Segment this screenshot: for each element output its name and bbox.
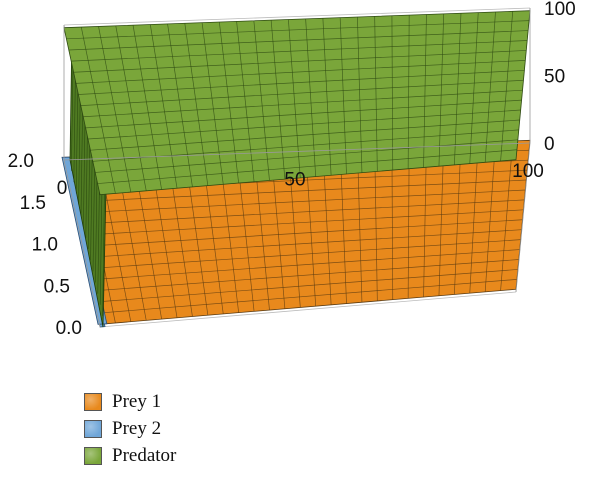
x-tick-label: 100 — [512, 161, 544, 182]
box-edge-back — [63, 7, 531, 26]
box-edge-front — [63, 142, 531, 161]
z-tick-label: 50 — [544, 67, 565, 88]
y-tick-label: 0.5 — [44, 276, 70, 297]
y-tick-label: 1.0 — [32, 235, 58, 256]
legend-item: Prey 2 — [84, 415, 176, 442]
legend-swatch — [84, 419, 102, 438]
legend-label: Predator — [112, 444, 177, 466]
y-tick-label: 2.0 — [8, 151, 34, 172]
y-tick-label: 1.5 — [20, 193, 46, 214]
legend-item: Predator — [84, 442, 176, 469]
legend-label: Prey 1 — [112, 390, 162, 412]
x-tick-label: 0 — [57, 178, 68, 199]
box-edge-back — [99, 291, 517, 328]
surface-predator-wall — [69, 27, 107, 328]
legend-swatch — [84, 392, 102, 411]
tick-labels: 0 50 100 0.0 0.5 1.0 1.5 2.0 0 50 100 — [8, 0, 576, 339]
legend-item: Prey 1 — [84, 388, 176, 415]
legend-swatch — [84, 446, 102, 465]
x-tick-label: 50 — [284, 170, 305, 191]
box-edge-front — [63, 159, 101, 328]
box-edge-front — [515, 142, 531, 293]
surfaces — [61, 10, 531, 328]
z-tick-label: 0 — [544, 134, 555, 155]
z-tick-label: 100 — [544, 0, 576, 20]
legend: Prey 1 Prey 2 Predator — [84, 388, 176, 469]
bounding-box-front — [63, 8, 531, 328]
legend-label: Prey 2 — [112, 417, 162, 439]
y-tick-label: 0.0 — [56, 318, 82, 339]
surface-plot: 0 50 100 0.0 0.5 1.0 1.5 2.0 0 50 100 — [8, 0, 576, 339]
surface-predator — [63, 10, 531, 196]
